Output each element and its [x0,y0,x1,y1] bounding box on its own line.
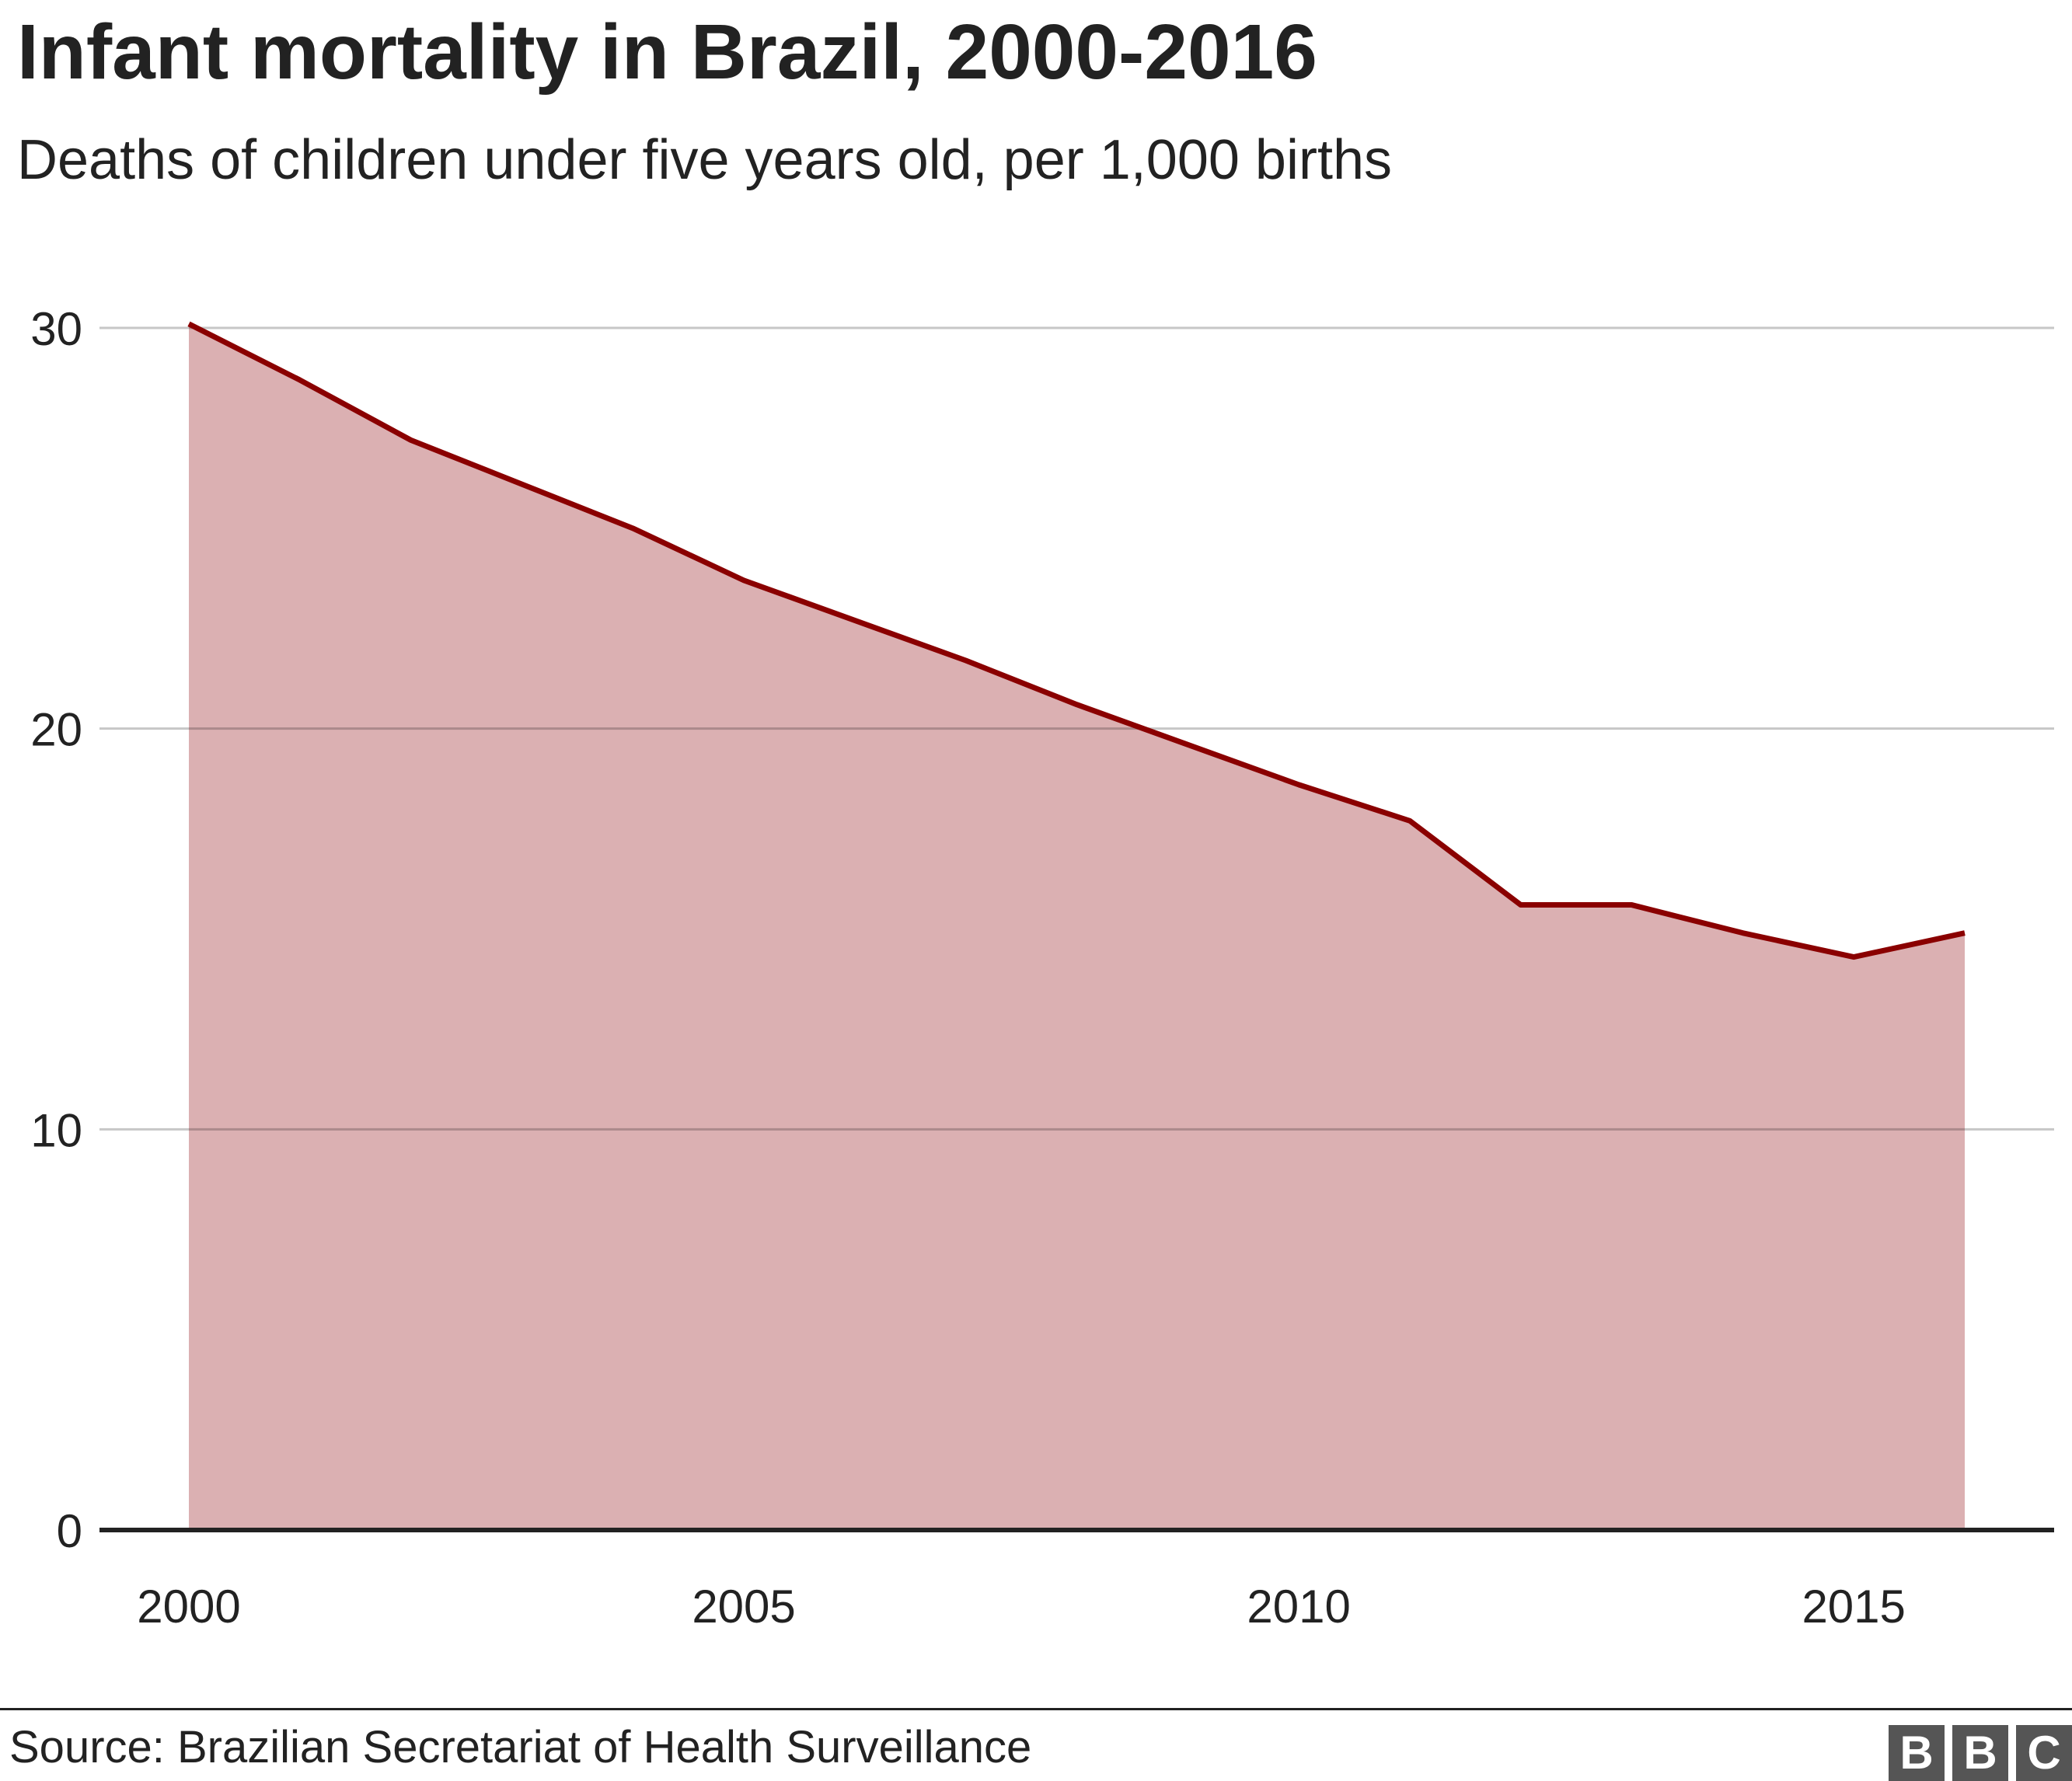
area-fill [189,323,1965,1531]
series-line [187,321,1966,960]
footer-divider [0,1708,2072,1710]
chart-title: Infant mortality in Brazil, 2000-2016 [17,9,1317,96]
x-tick-label: 2010 [1247,1581,1350,1633]
x-tick-label: 2015 [1802,1581,1905,1633]
chart-subtitle: Deaths of children under five years old,… [17,129,1392,191]
y-tick-label: 20 [30,704,82,756]
source-note: Source: Brazilian Secretariat of Health … [9,1722,1032,1772]
x-tick-label: 2000 [137,1581,240,1633]
x-tick-label: 2005 [692,1581,795,1633]
y-tick-label: 10 [30,1104,82,1156]
y-tick-label: 0 [57,1505,82,1557]
y-tick-label: 30 [30,303,82,355]
